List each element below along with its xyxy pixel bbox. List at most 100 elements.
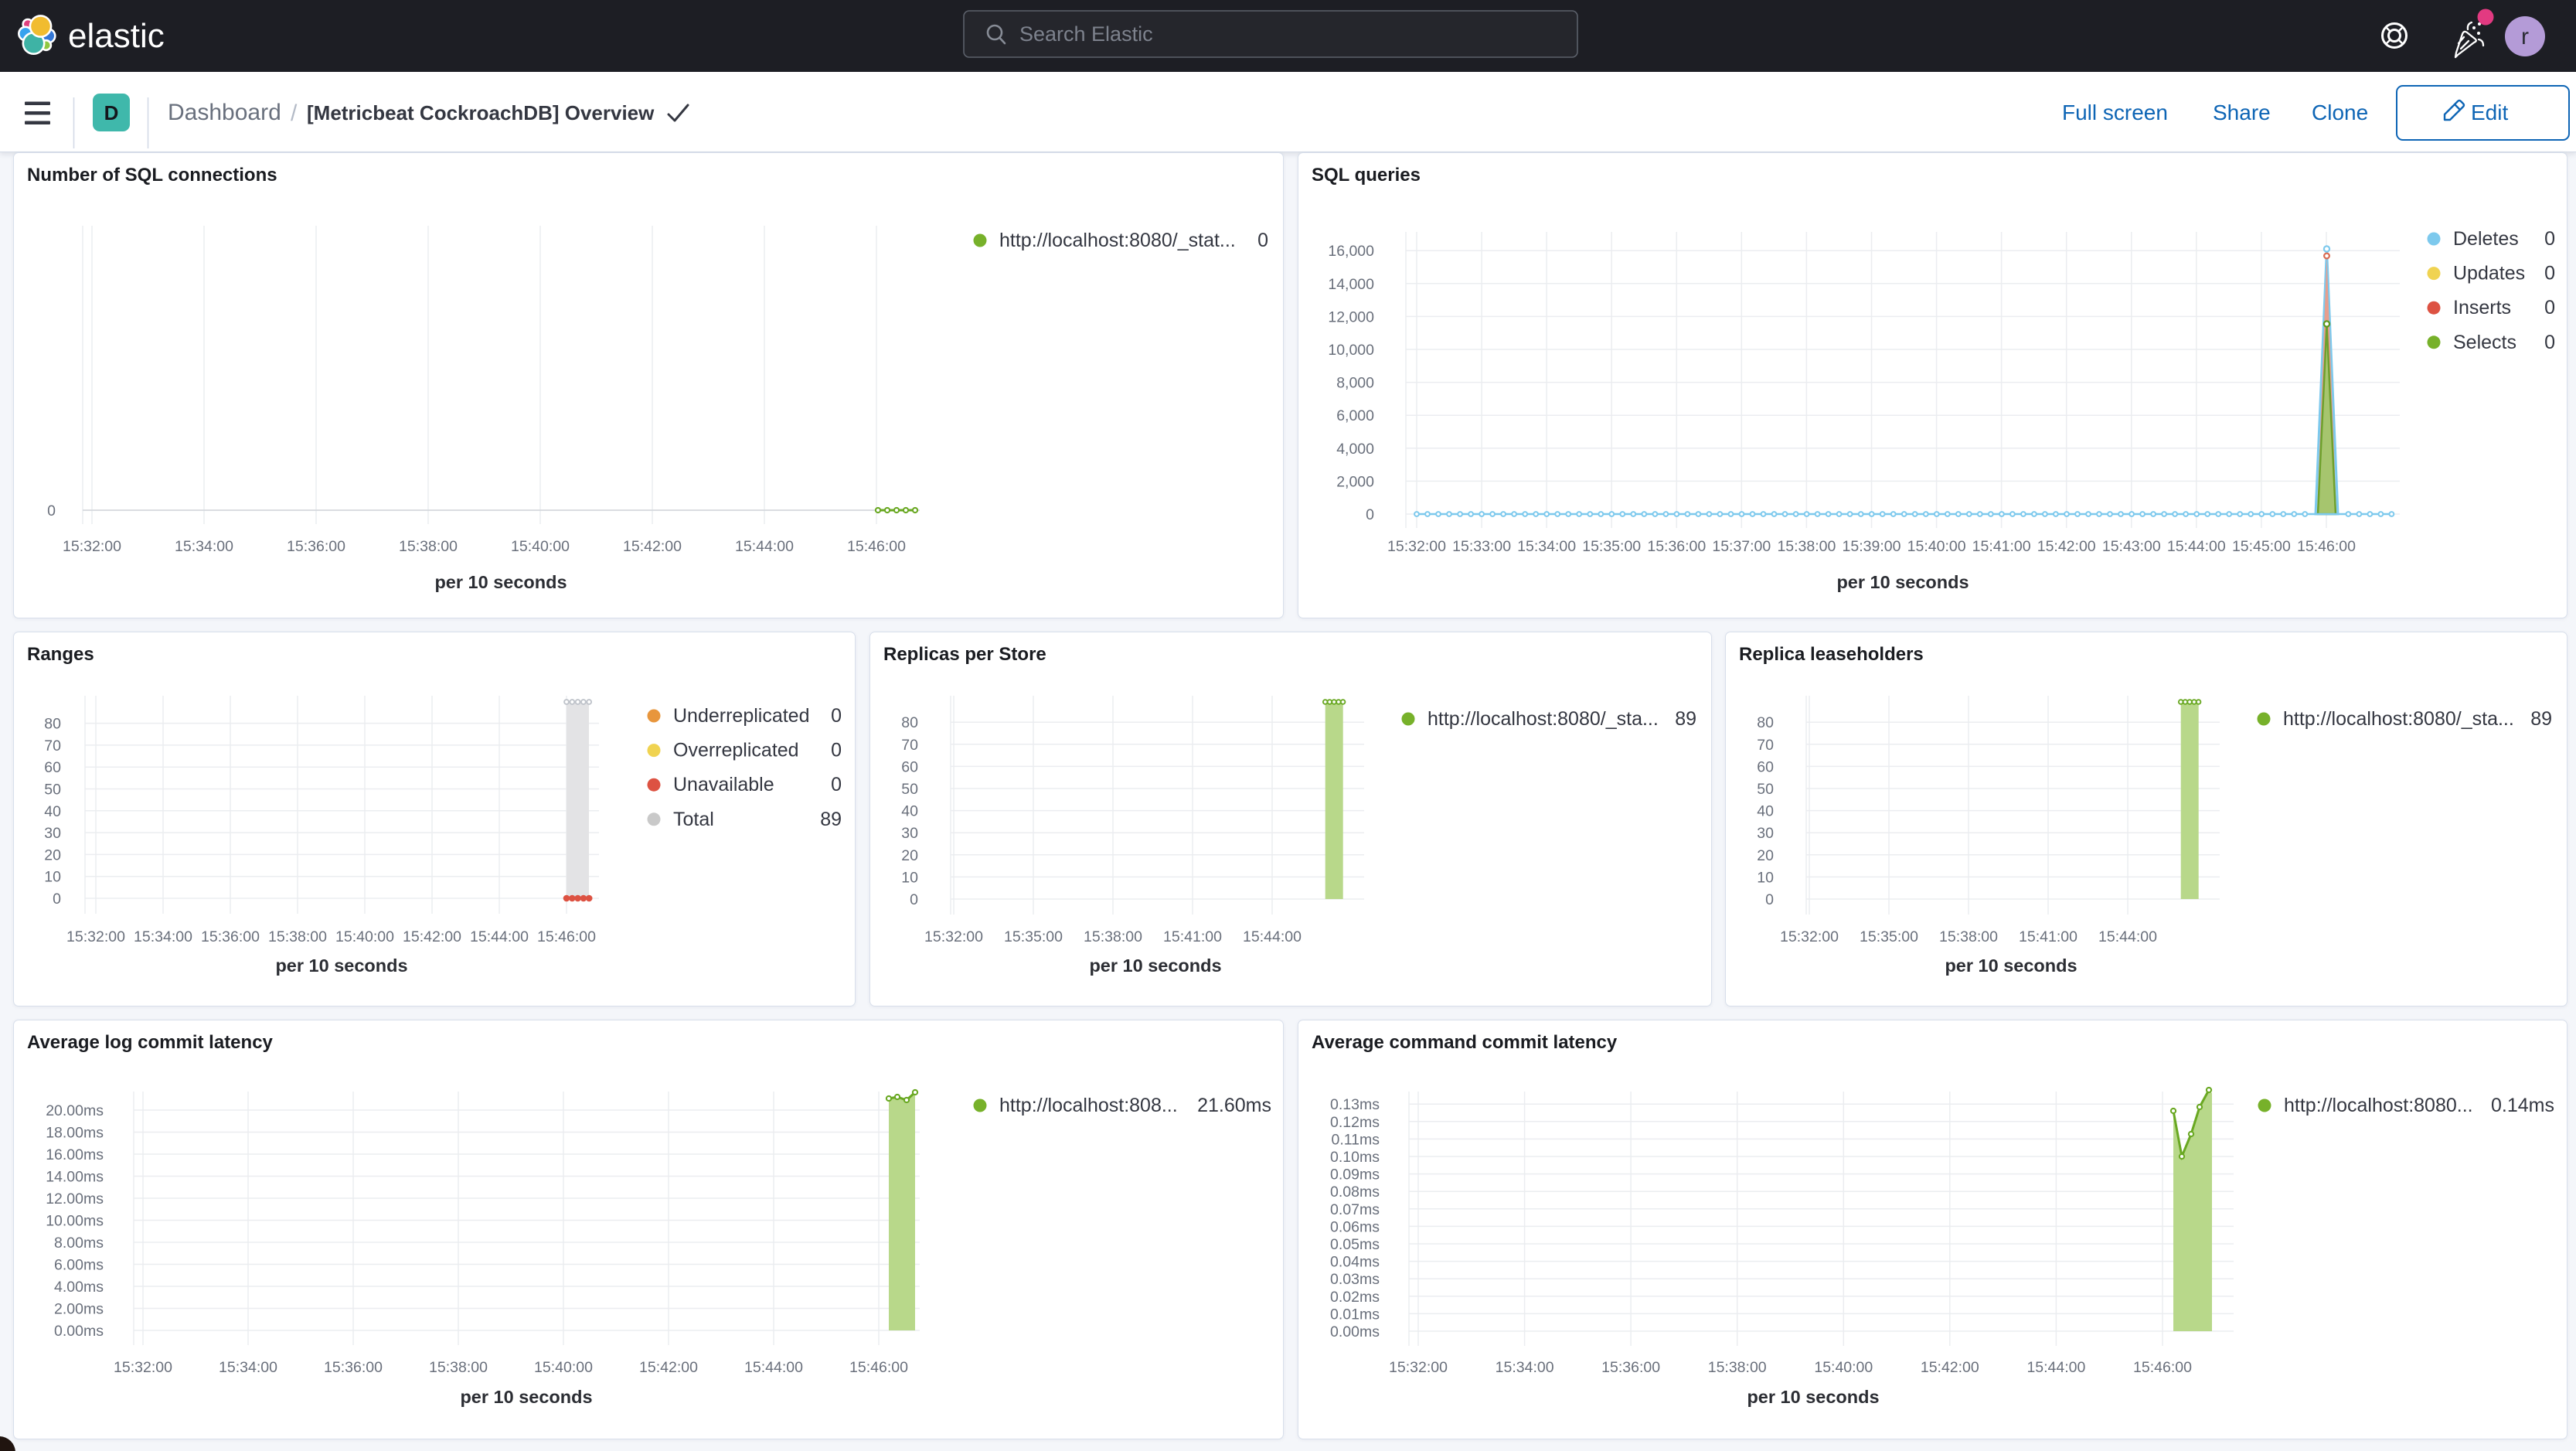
svg-text:0.04ms: 0.04ms	[1330, 1254, 1380, 1271]
svg-text:16.00ms: 16.00ms	[46, 1146, 104, 1163]
svg-text:15:41:00: 15:41:00	[1972, 538, 2031, 555]
svg-text:21.60ms: 21.60ms	[1197, 1095, 1271, 1116]
svg-text:18.00ms: 18.00ms	[46, 1125, 104, 1142]
svg-text:15:45:00: 15:45:00	[2232, 538, 2291, 555]
svg-text:10: 10	[1757, 869, 1774, 886]
svg-text:2,000: 2,000	[1336, 473, 1374, 490]
svg-text:15:35:00: 15:35:00	[1860, 928, 1918, 945]
svg-text:Inserts: Inserts	[2453, 297, 2511, 318]
svg-text:0.05ms: 0.05ms	[1330, 1236, 1380, 1253]
svg-text:0: 0	[2544, 263, 2555, 284]
svg-text:50: 50	[1757, 781, 1774, 798]
svg-text:20: 20	[44, 846, 61, 863]
svg-text:20.00ms: 20.00ms	[46, 1102, 104, 1119]
svg-text:per 10 seconds: per 10 seconds	[275, 955, 407, 976]
svg-text:0: 0	[53, 891, 61, 908]
svg-text:per 10 seconds: per 10 seconds	[460, 1387, 592, 1407]
svg-text:Deletes: Deletes	[2453, 228, 2519, 250]
svg-text:40: 40	[44, 803, 61, 820]
svg-text:0.08ms: 0.08ms	[1330, 1184, 1380, 1201]
svg-text:15:44:00: 15:44:00	[470, 928, 529, 945]
svg-text:15:32:00: 15:32:00	[1387, 538, 1446, 555]
svg-text:15:40:00: 15:40:00	[1814, 1359, 1873, 1376]
svg-text:15:37:00: 15:37:00	[1712, 538, 1771, 555]
svg-text:15:40:00: 15:40:00	[335, 928, 394, 945]
svg-text:Clone: Clone	[2312, 100, 2368, 124]
svg-text:15:36:00: 15:36:00	[1601, 1359, 1660, 1376]
svg-text:0: 0	[47, 502, 56, 519]
svg-text:15:46:00: 15:46:00	[2297, 538, 2356, 555]
svg-text:15:42:00: 15:42:00	[623, 538, 682, 555]
svg-text:[Metricbeat CockroachDB] Overv: [Metricbeat CockroachDB] Overview	[307, 101, 655, 124]
svg-text:0: 0	[1366, 506, 1374, 523]
svg-text:80: 80	[44, 716, 61, 733]
svg-text:0: 0	[831, 740, 842, 761]
svg-text:15:38:00: 15:38:00	[1777, 538, 1836, 555]
svg-text:20: 20	[901, 847, 918, 864]
svg-text:0.13ms: 0.13ms	[1330, 1096, 1380, 1113]
svg-text:15:42:00: 15:42:00	[2037, 538, 2096, 555]
svg-text:http://localhost:8080/_stat...: http://localhost:8080/_stat...	[999, 230, 1236, 251]
svg-text:15:32:00: 15:32:00	[1780, 928, 1839, 945]
svg-text:0.03ms: 0.03ms	[1330, 1271, 1380, 1288]
svg-text:4,000: 4,000	[1336, 441, 1374, 458]
svg-text:15:34:00: 15:34:00	[219, 1359, 277, 1376]
svg-text:15:38:00: 15:38:00	[1084, 928, 1142, 945]
svg-text:15:36:00: 15:36:00	[324, 1359, 383, 1376]
svg-text:15:38:00: 15:38:00	[429, 1359, 488, 1376]
svg-text:14,000: 14,000	[1328, 276, 1374, 293]
svg-text:10: 10	[901, 869, 918, 886]
svg-text:15:34:00: 15:34:00	[1496, 1359, 1554, 1376]
svg-text:30: 30	[1757, 825, 1774, 842]
svg-text:Full screen: Full screen	[2062, 100, 2168, 124]
svg-text:15:36:00: 15:36:00	[287, 538, 345, 555]
svg-text:50: 50	[44, 782, 61, 799]
svg-text:15:46:00: 15:46:00	[849, 1359, 908, 1376]
svg-text:60: 60	[44, 759, 61, 776]
svg-text:15:40:00: 15:40:00	[511, 538, 570, 555]
svg-text:15:36:00: 15:36:00	[1647, 538, 1706, 555]
svg-text:15:41:00: 15:41:00	[1163, 928, 1222, 945]
svg-text:15:42:00: 15:42:00	[403, 928, 461, 945]
svg-text:Overreplicated: Overreplicated	[673, 740, 799, 761]
svg-text:http://localhost:8080/_sta...: http://localhost:8080/_sta...	[2283, 708, 2514, 730]
svg-text:15:43:00: 15:43:00	[2102, 538, 2161, 555]
svg-text:89: 89	[820, 809, 842, 830]
svg-text:15:44:00: 15:44:00	[2026, 1359, 2085, 1376]
svg-text:89: 89	[1675, 708, 1696, 730]
svg-text:0.14ms: 0.14ms	[2491, 1095, 2554, 1116]
svg-text:15:32:00: 15:32:00	[63, 538, 121, 555]
svg-text:15:44:00: 15:44:00	[2098, 928, 2157, 945]
svg-text:15:42:00: 15:42:00	[1921, 1359, 1979, 1376]
svg-text:http://localhost:808...: http://localhost:808...	[999, 1095, 1178, 1116]
svg-text:Underreplicated: Underreplicated	[673, 705, 810, 727]
svg-text:15:35:00: 15:35:00	[1582, 538, 1641, 555]
svg-text:per 10 seconds: per 10 seconds	[1945, 955, 2077, 976]
svg-text:0.00ms: 0.00ms	[1330, 1323, 1380, 1340]
svg-text:15:44:00: 15:44:00	[735, 538, 794, 555]
svg-text:http://localhost:8080/_sta...: http://localhost:8080/_sta...	[1428, 708, 1659, 730]
svg-text:15:38:00: 15:38:00	[268, 928, 327, 945]
svg-text:15:34:00: 15:34:00	[134, 928, 192, 945]
svg-text:12.00ms: 12.00ms	[46, 1190, 104, 1207]
svg-text:elastic: elastic	[68, 17, 165, 55]
svg-text:0.06ms: 0.06ms	[1330, 1218, 1380, 1235]
svg-text:15:32:00: 15:32:00	[1389, 1359, 1448, 1376]
svg-text:0: 0	[831, 705, 842, 727]
svg-text:15:44:00: 15:44:00	[744, 1359, 803, 1376]
svg-text:15:46:00: 15:46:00	[2133, 1359, 2192, 1376]
svg-text:0: 0	[2544, 297, 2555, 318]
svg-text:0.02ms: 0.02ms	[1330, 1289, 1380, 1306]
svg-text:15:40:00: 15:40:00	[534, 1359, 593, 1376]
svg-text:0.09ms: 0.09ms	[1330, 1167, 1380, 1184]
svg-text:0: 0	[2544, 332, 2555, 353]
svg-text:10: 10	[44, 869, 61, 886]
svg-text:r: r	[2521, 24, 2529, 49]
svg-text:89: 89	[2530, 708, 2552, 730]
svg-text:D: D	[104, 101, 119, 124]
svg-text:40: 40	[1757, 803, 1774, 820]
svg-text:Search Elastic: Search Elastic	[1019, 22, 1153, 46]
svg-text:15:33:00: 15:33:00	[1452, 538, 1511, 555]
svg-text:2.00ms: 2.00ms	[54, 1301, 104, 1318]
svg-text:8,000: 8,000	[1336, 375, 1374, 392]
